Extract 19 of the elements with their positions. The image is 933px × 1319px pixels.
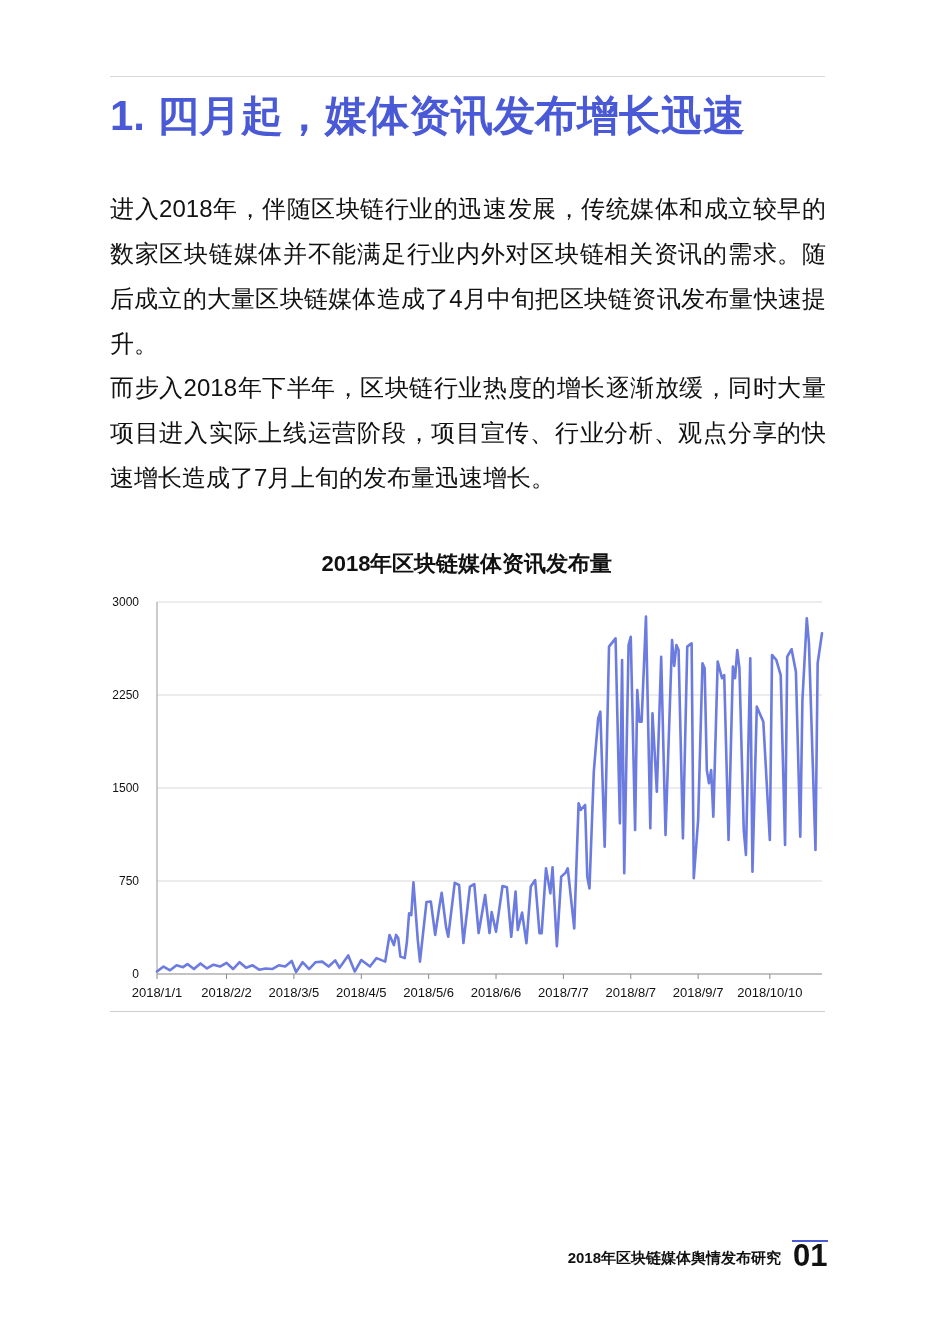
- chart-title: 2018年区块链媒体资讯发布量: [321, 551, 613, 576]
- y-tick-label: 750: [118, 874, 140, 888]
- y-tick-label: 3000: [112, 595, 140, 609]
- page-number: 01: [793, 1238, 828, 1274]
- x-tick-label: 2018/7/7: [538, 985, 589, 1000]
- y-tick-label: 1500: [112, 781, 140, 795]
- x-tick-label: 2018/2/2: [201, 985, 252, 1000]
- x-tick-label: 2018/8/7: [605, 985, 657, 1000]
- y-tick-label: 0: [132, 967, 140, 981]
- x-tick-label: 2018/6/6: [470, 985, 522, 1000]
- y-tick-label: 2250: [112, 688, 140, 702]
- x-tick-label: 2018/9/7: [672, 985, 724, 1000]
- x-tick-label: 2018/5/6: [403, 985, 454, 1000]
- x-tick-label: 2018/4/5: [335, 985, 387, 1000]
- x-tick-label: 2018/1/1: [131, 985, 183, 1000]
- heading: 1. 四月起，媒体资讯发布增长迅速: [110, 91, 746, 141]
- x-tick-label: 2018/10/10: [737, 985, 803, 1000]
- x-tick-label: 2018/3/5: [268, 985, 320, 1000]
- footer: 2018年区块链媒体舆情发布研究: [567, 1249, 781, 1268]
